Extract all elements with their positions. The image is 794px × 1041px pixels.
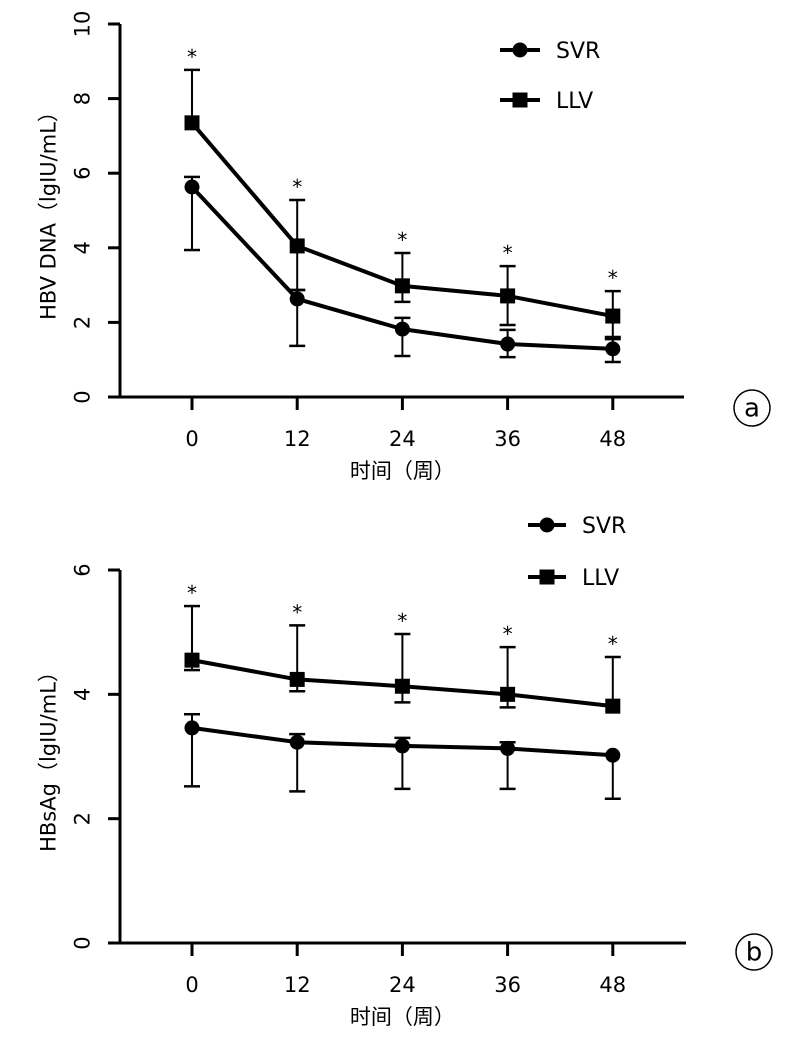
llv-data-point: [289, 238, 305, 254]
x-tick-label: 0: [185, 427, 198, 451]
llv-data-point: [184, 652, 200, 668]
panel-letter-circle: [733, 389, 771, 427]
llv-data-point: [394, 278, 410, 294]
llv-data-point: [394, 678, 410, 694]
llv-data-point: [289, 671, 305, 687]
llv-data-point: [500, 686, 516, 702]
x-tick-label: 48: [599, 427, 626, 451]
llv-data-point: [184, 115, 200, 131]
legend-label-svr: SVR: [582, 514, 626, 539]
legend-label-llv: LLV: [582, 566, 619, 591]
panel-letter-circle: [735, 933, 773, 971]
svr-data-point: [184, 179, 200, 195]
x-axis-title: 时间（周）: [350, 1005, 455, 1029]
legend-marker-svr: [539, 517, 555, 533]
significance-star: *: [397, 228, 407, 252]
significance-star: *: [187, 45, 197, 69]
significance-star: *: [187, 581, 197, 605]
y-tick-label: 0: [70, 936, 94, 949]
x-tick-label: 12: [284, 427, 311, 451]
y-axis-title: HBV DNA（lgIU/mL）: [36, 101, 60, 320]
legend-marker-llv: [512, 92, 528, 108]
svr-data-point: [184, 720, 200, 736]
x-axis-title: 时间（周）: [350, 459, 455, 483]
significance-star: *: [503, 241, 513, 265]
significance-star: *: [608, 632, 618, 656]
svr-data-point: [605, 341, 621, 357]
llv-data-point: [605, 698, 621, 714]
y-tick-label: 6: [70, 167, 94, 180]
y-tick-label: 2: [70, 812, 94, 825]
panel-letter: b: [746, 938, 763, 968]
panel-letter: a: [744, 394, 760, 424]
legend-marker-llv: [539, 569, 555, 585]
x-tick-label: 24: [389, 427, 416, 451]
significance-star: *: [292, 175, 302, 199]
significance-star: *: [292, 600, 302, 624]
svr-data-point: [500, 336, 516, 352]
significance-star: *: [608, 266, 618, 290]
svr-data-point: [500, 740, 516, 756]
legend-label-llv: LLV: [556, 89, 593, 114]
y-tick-label: 10: [70, 11, 94, 38]
y-tick-label: 6: [70, 563, 94, 576]
significance-star: *: [397, 609, 407, 633]
legend-marker-svr: [512, 42, 528, 58]
x-tick-label: 0: [185, 973, 198, 997]
y-tick-label: 0: [70, 390, 94, 403]
y-tick-label: 8: [70, 92, 94, 105]
y-tick-label: 4: [70, 241, 94, 254]
llv-data-point: [500, 288, 516, 304]
x-tick-label: 36: [494, 973, 521, 997]
legend-label-svr: SVR: [556, 39, 600, 64]
x-tick-label: 48: [599, 973, 626, 997]
svr-data-point: [605, 747, 621, 763]
significance-star: *: [503, 622, 513, 646]
llv-data-point: [605, 308, 621, 324]
x-tick-label: 36: [494, 427, 521, 451]
y-tick-label: 4: [70, 688, 94, 701]
svr-data-point: [394, 738, 410, 754]
svr-data-point: [289, 734, 305, 750]
y-tick-label: 2: [70, 316, 94, 329]
x-tick-label: 24: [389, 973, 416, 997]
y-axis-title: HBsAg（lgIU/mL）: [36, 661, 60, 852]
svr-data-point: [394, 321, 410, 337]
svr-data-point: [289, 291, 305, 307]
x-tick-label: 12: [284, 973, 311, 997]
